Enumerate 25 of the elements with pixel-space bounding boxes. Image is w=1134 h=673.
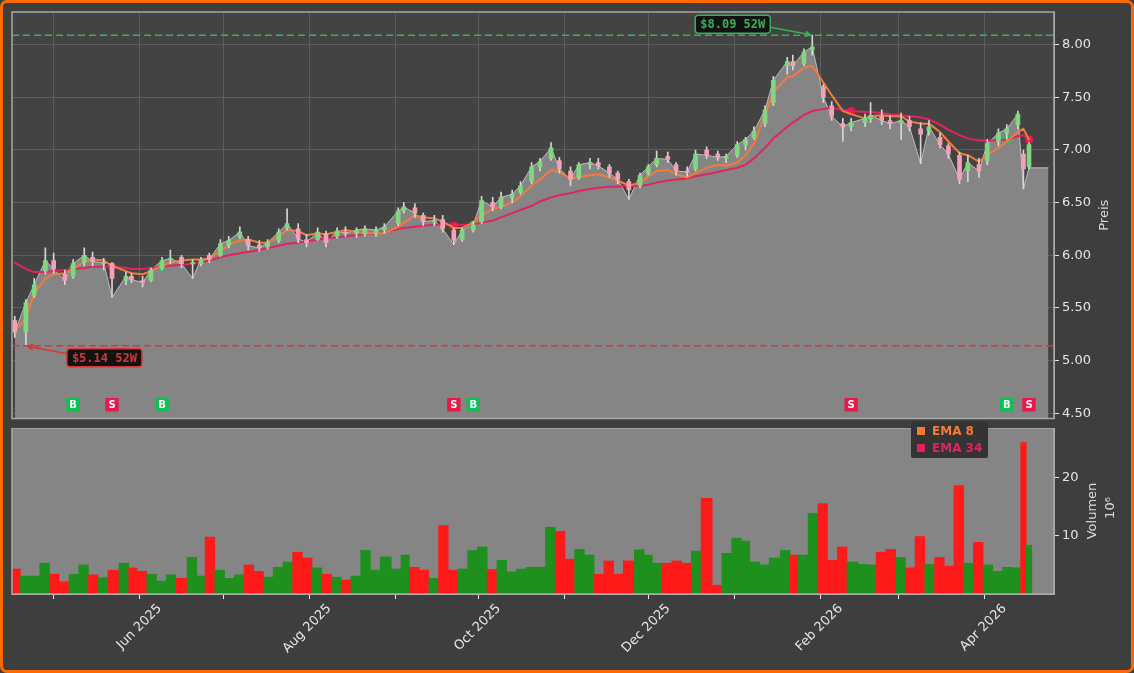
y-tick-label: 8.00 (1062, 36, 1091, 52)
text: 10⁶ (1101, 497, 1117, 519)
y-axis-title: Preis (1096, 199, 1112, 231)
legend-label: EMA 34 (931, 439, 983, 457)
data-label: B (69, 398, 77, 410)
y-tick-label: 7.00 (1062, 141, 1091, 157)
data-label: S (1025, 398, 1033, 410)
data-label: S (108, 398, 116, 410)
y-tick-label: 5.50 (1062, 299, 1091, 315)
data-label: B (469, 398, 478, 410)
legend-label: EMA 8 (931, 422, 975, 440)
y-tick-label: 7.50 (1062, 88, 1091, 104)
y-tick-label: 20 (1062, 469, 1079, 485)
y-tick-label: 10 (1062, 527, 1079, 543)
y-tick-label: 6.00 (1062, 246, 1091, 262)
y-tick-label: 6.50 (1062, 193, 1091, 209)
data-label: S (847, 398, 855, 410)
y-axis-title: Volumen (1083, 482, 1099, 540)
data-label: S (450, 398, 458, 410)
data-label: B (1002, 398, 1011, 410)
annotation: $8.09 52W (700, 17, 767, 32)
data-label: B (158, 398, 166, 410)
y-tick-label: 5.00 (1062, 351, 1091, 367)
annotation: $5.14 52W (71, 350, 138, 365)
y-tick-label: 4.50 (1062, 404, 1091, 420)
